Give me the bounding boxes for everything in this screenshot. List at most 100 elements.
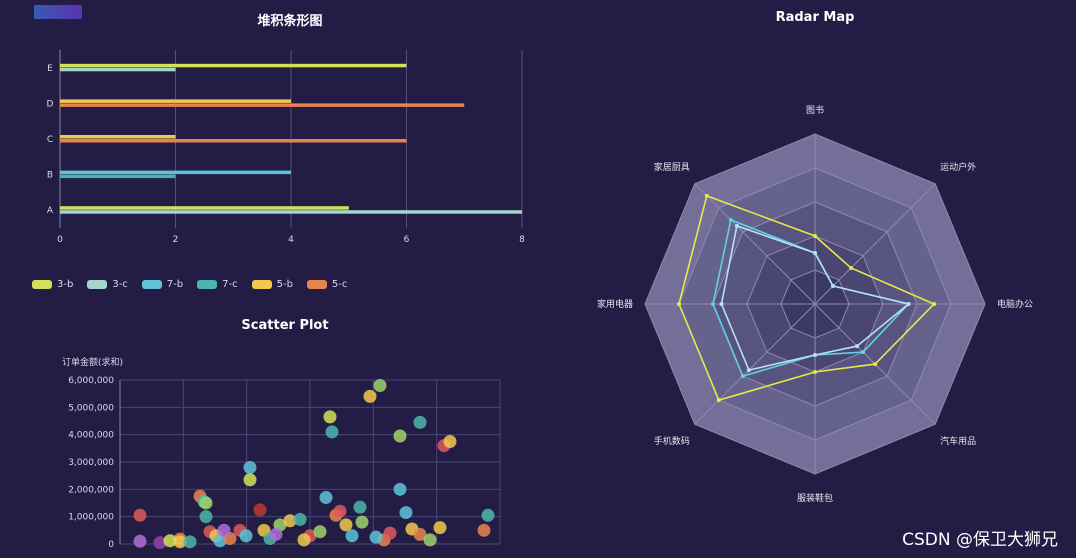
scatter-y-tick-label: 5,000,000	[68, 403, 114, 413]
radar-point	[932, 302, 936, 306]
radar-chart-title: Radar Map	[775, 10, 855, 25]
legend-label: 3-c	[112, 279, 128, 290]
scatter-y-tick-label: 2,000,000	[68, 485, 114, 495]
scatter-point	[393, 429, 407, 443]
radar-axis	[694, 303, 816, 425]
radar-point	[906, 302, 911, 306]
radar-point	[734, 223, 739, 228]
scatter-point	[313, 525, 327, 539]
legend-label: 5-c	[331, 279, 348, 290]
scatter-point	[477, 523, 491, 537]
scatter-point	[353, 500, 367, 514]
scatter-point	[325, 425, 339, 439]
bar-y-tick-label: D	[47, 99, 54, 109]
scatter-y-tick-label: 0	[108, 540, 114, 550]
bar-5-c-C	[60, 139, 407, 143]
scatter-point	[339, 518, 353, 532]
scatter-point	[153, 536, 167, 550]
radar-point	[704, 193, 709, 198]
bar-5-c-D	[60, 103, 465, 107]
scatter-point	[253, 503, 267, 517]
scatter-point	[269, 527, 283, 541]
scatter-point	[373, 378, 387, 392]
radar-axis	[694, 183, 816, 305]
watermark: CSDN @保卫大狮兄	[902, 530, 1058, 550]
legend-item-7-c[interactable]: 7-c	[197, 279, 238, 290]
radar-point	[855, 344, 860, 349]
legend-swatch	[32, 280, 52, 289]
bar-y-tick-label: B	[47, 171, 53, 181]
bar-chart-legend[interactable]: 3-b 3-c 7-b 7-c 5-b 5-c	[32, 279, 347, 290]
bar-y-tick-label: C	[47, 135, 53, 145]
legend-item-5-c[interactable]: 5-c	[306, 279, 348, 290]
scatter-point	[393, 482, 407, 496]
scatter-point	[369, 530, 383, 544]
radar-point	[740, 374, 745, 379]
radar-point	[813, 234, 817, 238]
bar-3-b-E	[60, 63, 407, 68]
legend-item-3-b[interactable]: 3-b	[32, 279, 73, 290]
scatter-point	[443, 435, 457, 448]
legend-swatch	[197, 280, 218, 289]
radar-indicator-label: 电脑办公	[997, 298, 1033, 310]
scatter-point	[243, 473, 257, 487]
scatter-point	[213, 534, 227, 548]
legend-item-5-b[interactable]: 5-b	[251, 279, 293, 290]
radar-point	[728, 217, 733, 222]
legend-swatch	[251, 280, 272, 289]
radar-point	[861, 350, 866, 355]
scatter-point	[423, 533, 437, 547]
legend-item-7-b[interactable]: 7-b	[141, 279, 183, 290]
scatter-point	[183, 535, 197, 549]
scatter-point	[239, 529, 253, 543]
bar-5-b-D	[60, 99, 291, 103]
scatter-y-tick-label: 6,000,000	[68, 376, 114, 386]
bar-3-b-A	[60, 206, 349, 210]
scatter-point	[319, 491, 333, 505]
bar-chart-title: 堆积条形图	[257, 14, 323, 29]
radar-indicator-label: 汽车用品	[940, 435, 976, 447]
scatter-point	[199, 496, 213, 510]
radar-point	[719, 302, 724, 306]
scatter-point	[481, 508, 495, 522]
bar-x-tick-label: 8	[519, 235, 525, 245]
scatter-point	[173, 535, 187, 549]
scatter-chart-title: Scatter Plot	[241, 318, 329, 333]
legend-swatch	[141, 280, 162, 289]
radar-point	[711, 302, 715, 306]
bar-x-tick-label: 4	[288, 235, 294, 245]
legend-item-3-c[interactable]: 3-c	[87, 279, 128, 290]
radar-point	[813, 353, 817, 357]
bar-5-b-C	[60, 135, 176, 139]
bar-x-tick-label: 2	[173, 235, 179, 245]
scatter-y-axis-title: 订单金额(求和)	[62, 356, 123, 368]
scatter-point	[199, 510, 213, 524]
bar-y-tick-label: E	[47, 64, 53, 74]
bar-x-tick-label: 6	[404, 235, 410, 245]
scatter-point	[413, 527, 427, 541]
radar-indicator-label: 家用电器	[597, 298, 633, 310]
radar-axis	[814, 183, 936, 305]
radar-point	[677, 302, 681, 306]
scatter-point	[283, 514, 297, 528]
scatter-point	[323, 410, 337, 424]
scatter-point	[293, 512, 307, 526]
scatter-point	[297, 533, 311, 547]
scatter-point	[363, 389, 377, 403]
radar-point	[813, 370, 817, 374]
scatter-point	[355, 515, 369, 529]
bar-y-tick-label: A	[47, 206, 54, 216]
radar-point	[849, 265, 854, 270]
logo	[34, 5, 82, 19]
scatter-point	[413, 415, 427, 429]
scatter-y-tick-label: 1,000,000	[68, 513, 114, 523]
scatter-point	[163, 534, 177, 548]
scatter-point	[133, 534, 147, 548]
scatter-point	[133, 508, 147, 522]
radar-indicator-label: 服装鞋包	[797, 492, 833, 504]
scatter-point	[399, 506, 413, 520]
scatter-point	[433, 521, 447, 535]
legend-label: 7-c	[222, 279, 238, 290]
scatter-point	[345, 529, 359, 543]
